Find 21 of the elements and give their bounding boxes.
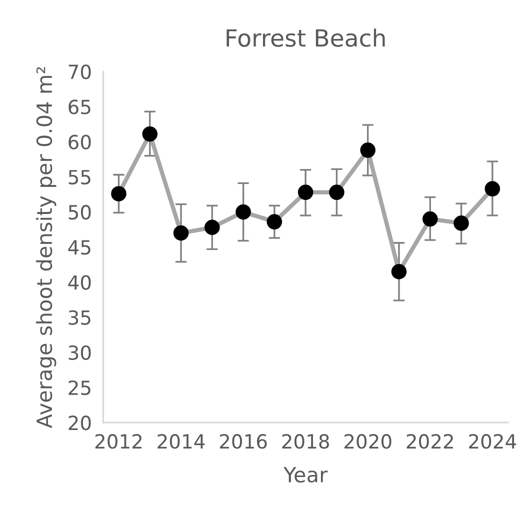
y-tick-label: 45 bbox=[68, 240, 90, 255]
y-tick-label: 50 bbox=[68, 204, 91, 220]
y-tick-label: 25 bbox=[68, 380, 90, 396]
y-tick-label: 55 bbox=[68, 170, 90, 185]
y-tick-label: 40 bbox=[68, 275, 91, 290]
x-tick-label: 2018 bbox=[282, 434, 329, 449]
x-tick-label: 2022 bbox=[406, 434, 453, 449]
x-tick-label: 2012 bbox=[95, 434, 142, 449]
y-tick-label: 20 bbox=[68, 416, 91, 430]
x-tick-label: 2016 bbox=[220, 434, 267, 449]
y-tick-label: 70 bbox=[68, 64, 91, 80]
x-tick-label: 2014 bbox=[158, 434, 205, 449]
y-tick-label: 30 bbox=[68, 345, 91, 360]
chart-title: Forrest Beach bbox=[226, 28, 385, 47]
y-axis-title: Average shoot density per 0.04 m² bbox=[36, 67, 56, 428]
y-tick-label: 65 bbox=[68, 100, 90, 114]
x-tick-label: 2020 bbox=[344, 434, 392, 449]
x-tick-label: 2024 bbox=[469, 434, 516, 449]
y-tick-label: 35 bbox=[68, 310, 90, 325]
y-tick-label: 60 bbox=[68, 134, 91, 150]
x-axis-title: Year bbox=[283, 467, 328, 483]
